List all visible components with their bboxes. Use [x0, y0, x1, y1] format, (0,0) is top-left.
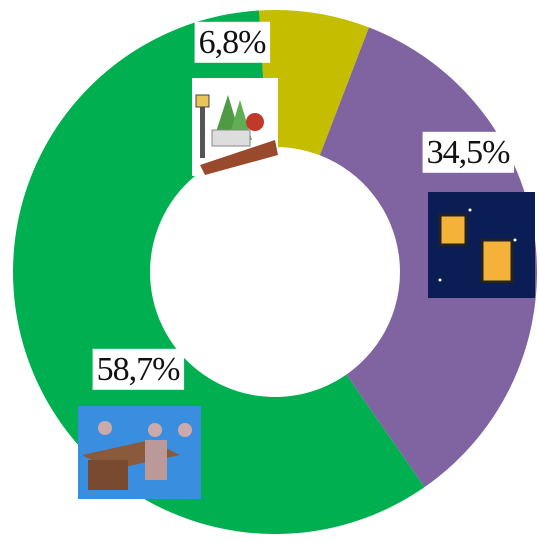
labels: 34,5% 58,7% 6,8% — [92, 21, 515, 390]
donut-slice — [12, 10, 425, 535]
label-background — [92, 348, 185, 390]
meeting-icon — [78, 406, 201, 499]
value-label: 34,5% — [427, 134, 511, 171]
value-label: 6,8% — [199, 24, 267, 61]
value-label: 58,7% — [97, 351, 181, 388]
donut-slice — [259, 9, 369, 156]
park-icon — [192, 78, 278, 176]
lantern-icon — [428, 192, 535, 298]
label-background — [422, 131, 515, 173]
label-background — [194, 21, 271, 63]
